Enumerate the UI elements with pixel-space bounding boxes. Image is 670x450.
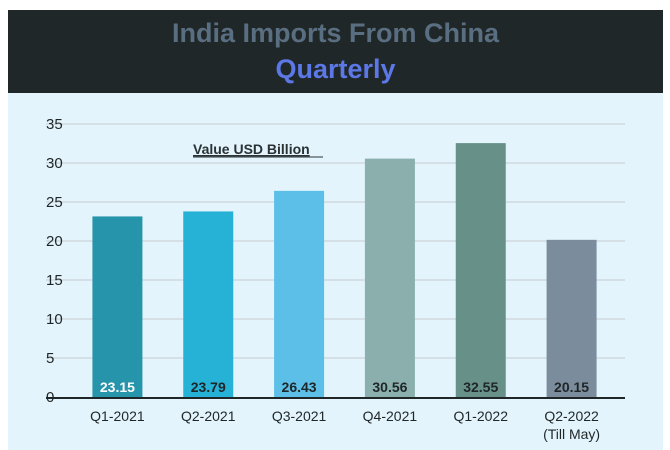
bar-q1-2021 [92, 216, 143, 397]
category-sublabel: (Till May) [543, 426, 600, 442]
value-unit-annotation: Value USD Billion [193, 141, 310, 157]
bar-q2-2021 [183, 211, 234, 397]
chart-subtitle: Quarterly [275, 54, 396, 84]
value-label: 23.79 [191, 379, 226, 395]
value-label: 32.55 [463, 379, 498, 395]
bar-chart: 05101520253035Value USD Billion23.15Q1-2… [46, 116, 625, 442]
bar-q4-2021 [364, 158, 415, 397]
category-label: Q3-2021 [272, 408, 327, 424]
y-tick-label: 15 [46, 272, 63, 289]
category-label: Q1-2021 [90, 408, 145, 424]
y-tick-label: 10 [46, 311, 63, 328]
category-label: Q4-2021 [363, 408, 418, 424]
category-label: Q1-2022 [454, 408, 509, 424]
category-label: Q2-2022 [544, 408, 599, 424]
chart-plot-area: 05101520253035Value USD Billion23.15Q1-2… [8, 93, 663, 450]
value-label: 26.43 [282, 379, 317, 395]
bar-q1-2022 [455, 143, 506, 397]
chart-header: India Imports From China Quarterly [8, 10, 663, 93]
bar-q3-2021 [274, 190, 325, 397]
value-label: 20.15 [554, 379, 589, 395]
y-tick-label: 35 [46, 116, 63, 133]
category-label: Q2-2021 [181, 408, 236, 424]
value-label: 23.15 [100, 379, 135, 395]
y-tick-label: 5 [46, 350, 54, 367]
value-label: 30.56 [372, 379, 407, 395]
y-tick-label: 25 [46, 194, 63, 211]
bar-q2-2022 [546, 239, 597, 397]
chart-title: India Imports From China [171, 18, 500, 48]
y-tick-label: 30 [46, 155, 63, 172]
y-tick-label: 20 [46, 233, 63, 250]
